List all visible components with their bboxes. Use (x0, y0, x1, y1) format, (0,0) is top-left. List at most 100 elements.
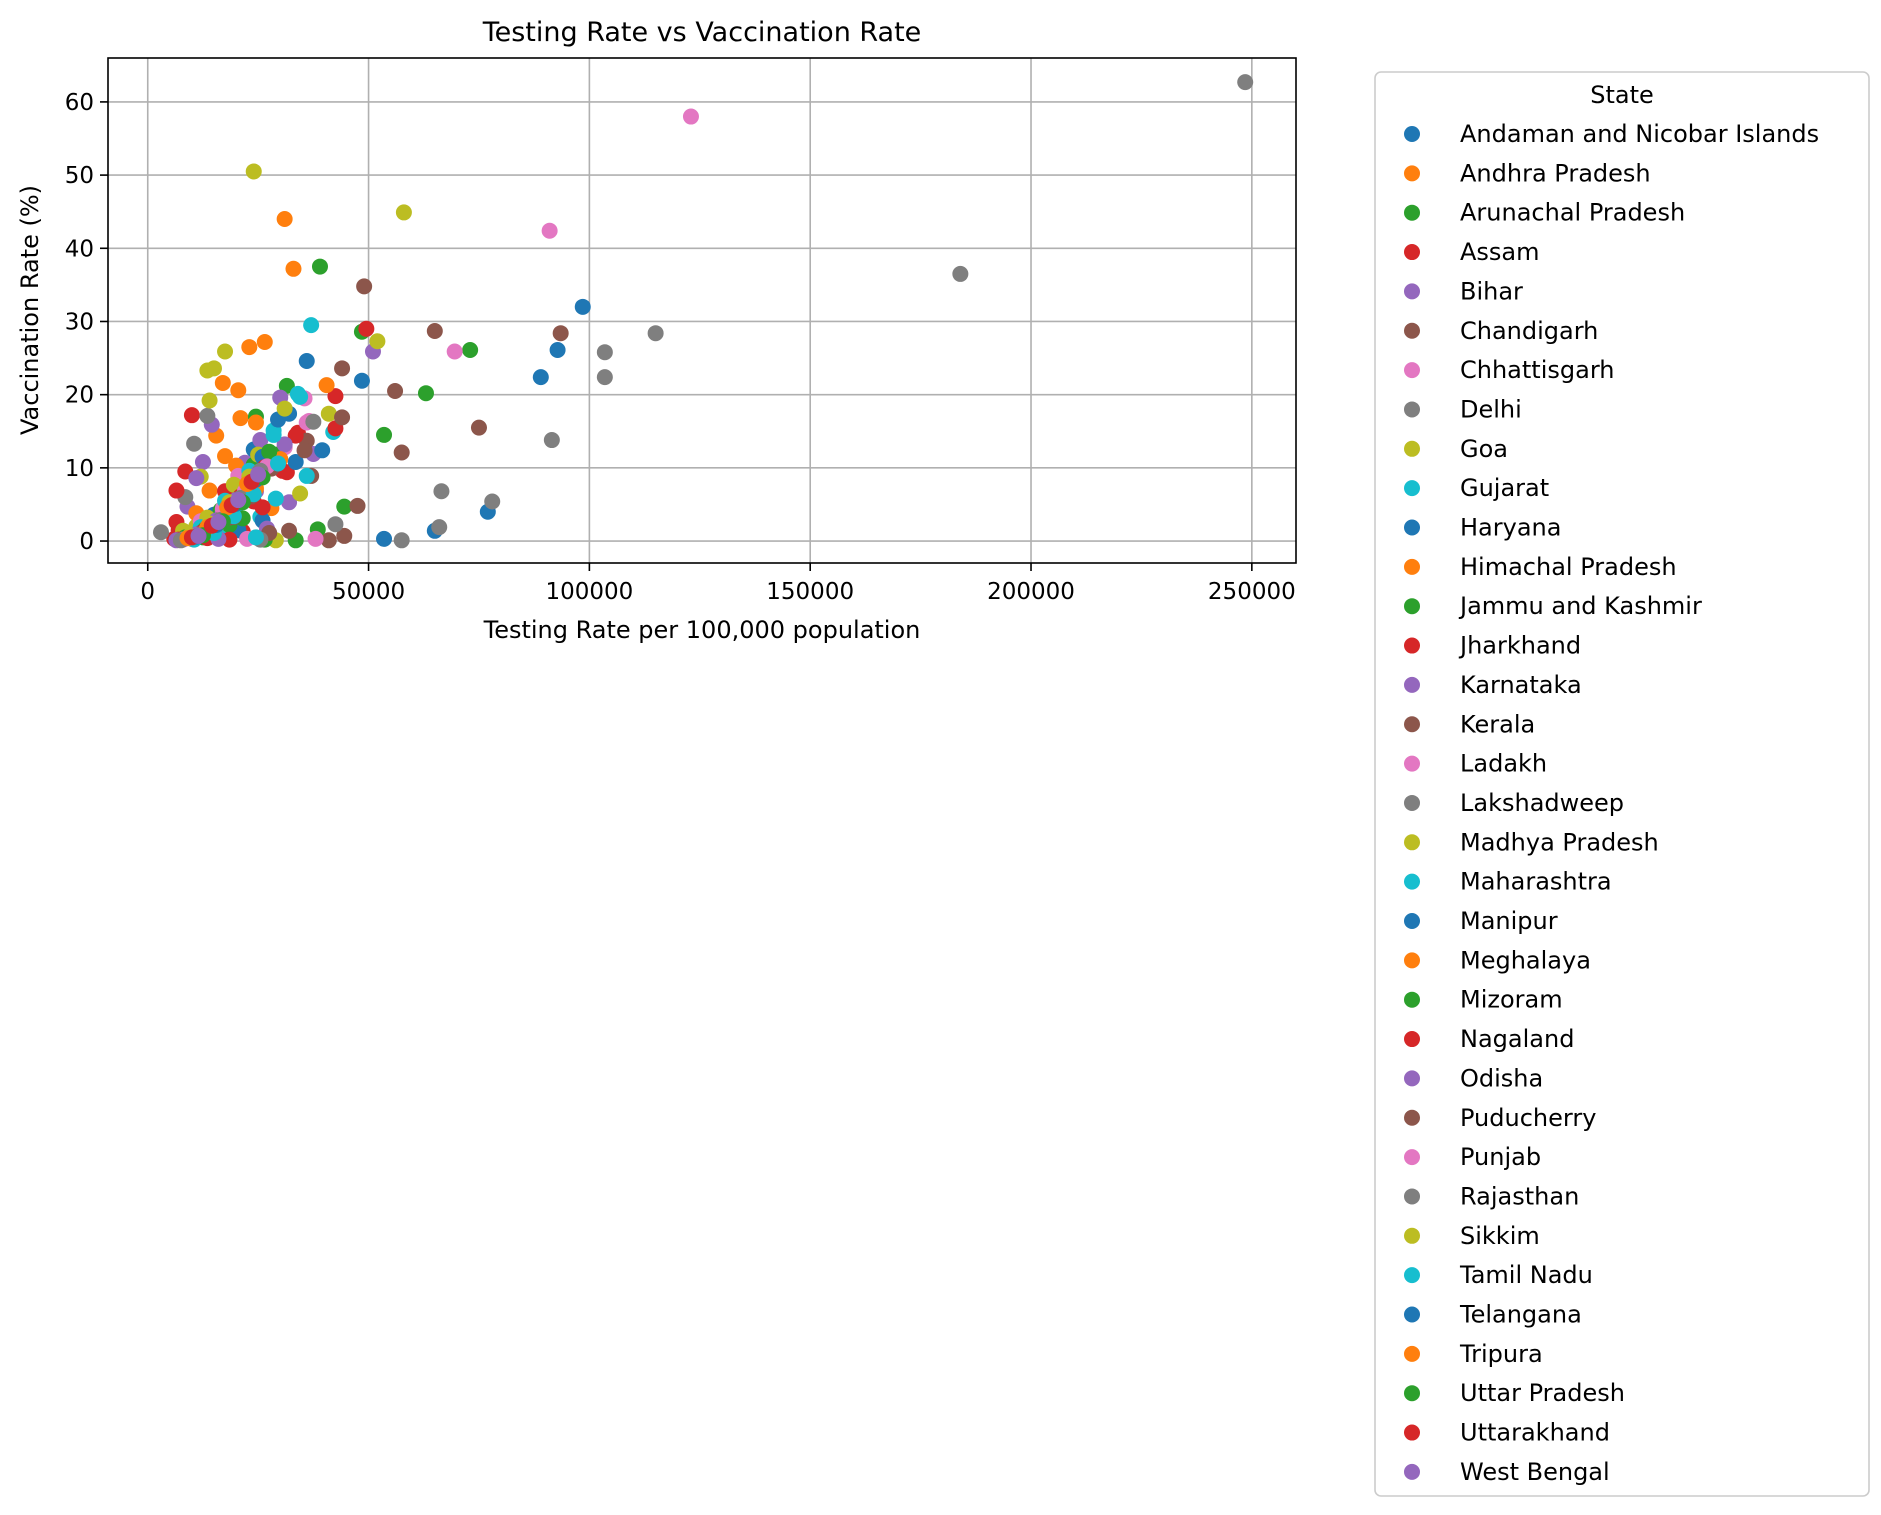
x-axis-label: Testing Rate per 100,000 population (483, 616, 921, 644)
data-point (596, 344, 613, 361)
data-point (647, 325, 664, 342)
data-point (205, 360, 222, 377)
data-point (276, 436, 293, 453)
legend-label: Mizoram (1460, 986, 1563, 1014)
legend-marker (1404, 676, 1420, 693)
data-points (152, 74, 1254, 549)
y-axis-label: Vaccination Rate (%) (16, 185, 44, 435)
data-point (393, 444, 410, 461)
data-point (201, 482, 218, 499)
legend-marker (1404, 1070, 1420, 1087)
x-tick-label: 0 (140, 579, 155, 605)
data-point (320, 532, 337, 549)
data-point (232, 410, 249, 427)
legend-label: Uttarakhand (1460, 1419, 1610, 1447)
data-point (287, 454, 304, 470)
data-point (433, 483, 450, 500)
legend-label: Goa (1460, 435, 1508, 463)
legend-marker (1404, 362, 1420, 379)
x-tick-label: 250000 (1208, 579, 1296, 605)
legend-marker (1404, 283, 1420, 300)
legend-title: State (1590, 81, 1654, 109)
legend-marker (1404, 204, 1420, 221)
legend-marker (1404, 322, 1420, 339)
y-tick-label: 40 (65, 236, 94, 262)
data-point (241, 339, 258, 356)
data-point (285, 260, 302, 277)
data-point (336, 527, 353, 544)
data-point (387, 383, 404, 400)
legend-label: West Bengal (1460, 1458, 1610, 1486)
series-west-bengal (190, 466, 267, 544)
legend-marker (1404, 244, 1420, 261)
data-point (358, 320, 375, 337)
data-point (305, 413, 322, 430)
data-point (201, 392, 218, 409)
x-tick-label: 50000 (332, 579, 405, 605)
legend-label: Telangana (1459, 1301, 1582, 1329)
legend-label: Haryana (1460, 514, 1561, 542)
legend-label: Andaman and Nicobar Islands (1460, 120, 1819, 148)
data-point (376, 530, 393, 547)
data-point (484, 493, 501, 510)
data-point (256, 333, 273, 350)
data-point (1237, 74, 1254, 91)
data-point (250, 466, 267, 483)
data-point (292, 485, 309, 502)
data-point (336, 498, 353, 515)
y-axis-ticks: 0 10 20 30 40 50 60 (65, 90, 108, 555)
legend-marker (1404, 1109, 1420, 1126)
legend-marker (1404, 440, 1420, 457)
data-point (254, 499, 271, 516)
data-point (296, 442, 313, 459)
data-point (278, 377, 295, 394)
data-point (168, 482, 185, 499)
legend-label: Arunachal Pradesh (1460, 199, 1685, 227)
legend-label: Nagaland (1460, 1025, 1574, 1053)
legend-marker (1404, 1227, 1420, 1244)
plot-frame (107, 57, 1297, 564)
data-point (247, 529, 264, 546)
legend-label: Rajasthan (1460, 1182, 1579, 1210)
legend-marker (1404, 991, 1420, 1008)
legend-label: Himachal Pradesh (1460, 553, 1677, 581)
data-point (596, 369, 613, 386)
legend-label: Tamil Nadu (1459, 1261, 1593, 1289)
data-point (194, 454, 211, 470)
y-tick-label: 60 (65, 90, 94, 116)
legend-marker (1404, 716, 1420, 733)
data-point (298, 353, 315, 369)
series-delhi (152, 74, 1254, 549)
legend-marker (1404, 834, 1420, 851)
legend-label: Assam (1460, 238, 1540, 266)
data-point (376, 426, 393, 443)
data-point (261, 443, 278, 460)
legend-label: Andhra Pradesh (1460, 159, 1651, 187)
legend-label: Jharkhand (1458, 632, 1581, 660)
legend-label: Kerala (1460, 710, 1535, 738)
data-point (190, 527, 207, 544)
y-tick-label: 30 (65, 309, 94, 335)
data-point (327, 388, 344, 405)
legend-label: Tripura (1459, 1340, 1543, 1368)
legend-label: Meghalaya (1460, 946, 1591, 974)
legend-label: Ladakh (1460, 750, 1547, 778)
legend-label: Odisha (1460, 1064, 1543, 1092)
legend-marker (1404, 1149, 1420, 1166)
data-point (353, 372, 370, 389)
legend-label: Bihar (1460, 277, 1523, 305)
legend-marker (1404, 401, 1420, 418)
data-point (327, 516, 344, 533)
data-point (314, 442, 331, 459)
data-point (952, 265, 969, 282)
legend-label: Punjab (1460, 1143, 1541, 1171)
series-andhra-pradesh (201, 211, 302, 517)
legend-marker (1404, 598, 1420, 615)
legend-marker (1404, 952, 1420, 969)
legend-label: Sikkim (1460, 1222, 1540, 1250)
data-point (552, 325, 569, 342)
legend-marker (1404, 637, 1420, 654)
data-point (532, 369, 549, 386)
x-tick-label: 150000 (766, 579, 854, 605)
